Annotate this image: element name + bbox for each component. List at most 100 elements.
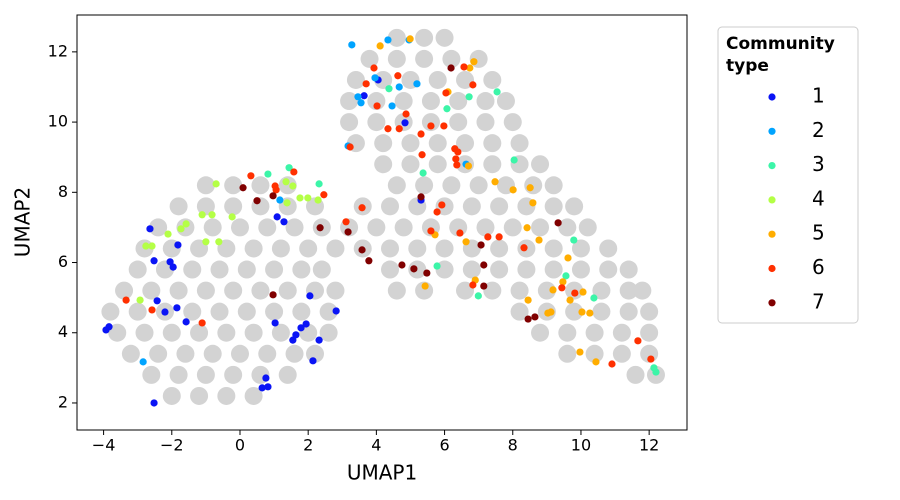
point [285, 164, 293, 172]
point [314, 196, 322, 204]
background-point [271, 323, 290, 342]
legend-marker [768, 230, 776, 238]
background-point [278, 365, 297, 384]
point [370, 64, 378, 72]
point [198, 319, 206, 327]
point [535, 236, 543, 244]
point [579, 288, 587, 296]
point [524, 315, 532, 323]
background-point [435, 239, 454, 258]
background-point [196, 365, 215, 384]
background-point [640, 302, 659, 321]
legend-label: 2 [812, 118, 825, 142]
point [164, 230, 172, 238]
background-point [428, 134, 447, 153]
background-point [128, 302, 147, 321]
background-point [524, 176, 543, 195]
background-point [183, 302, 202, 321]
background-point [196, 176, 215, 195]
point [464, 162, 473, 170]
background-point [142, 281, 161, 300]
point [433, 262, 441, 270]
background-point [224, 281, 243, 300]
y-tick-label: 10 [48, 112, 68, 131]
point [395, 83, 403, 91]
background-point [183, 260, 202, 279]
point [477, 241, 485, 249]
background-point [558, 323, 577, 342]
background-point [531, 155, 550, 174]
background-point [387, 49, 406, 68]
background-point [476, 92, 495, 111]
background-point [456, 134, 475, 153]
background-point [381, 239, 400, 258]
background-point [244, 386, 263, 405]
background-point [449, 113, 468, 132]
background-point [449, 92, 468, 111]
point [373, 102, 381, 110]
background-point [128, 260, 147, 279]
background-point [387, 176, 406, 195]
point [418, 151, 426, 159]
legend-marker [768, 264, 776, 273]
background-point [510, 134, 529, 153]
background-point [244, 239, 263, 258]
legend-label: 4 [812, 186, 825, 210]
point [608, 360, 616, 368]
background-point [285, 218, 304, 237]
background-point [135, 323, 154, 342]
point [177, 225, 185, 233]
point [495, 233, 503, 241]
background-point [633, 281, 652, 300]
point [526, 184, 534, 192]
point [466, 64, 474, 72]
background-point [544, 197, 563, 216]
background-point [565, 302, 584, 321]
point [452, 155, 460, 163]
legend-label: 1 [812, 84, 825, 108]
background-point [394, 218, 413, 237]
point [309, 357, 317, 365]
background-point [483, 134, 502, 153]
point [590, 294, 598, 302]
background-point [544, 260, 563, 279]
point [394, 72, 402, 80]
background-point [251, 281, 270, 300]
background-point [558, 344, 577, 363]
y-tick-label: 2 [58, 392, 68, 411]
point [427, 122, 435, 130]
x-tick-label: 4 [371, 436, 381, 455]
background-point [619, 281, 638, 300]
point [342, 218, 350, 226]
point [433, 208, 441, 216]
y-tick-label: 12 [48, 41, 68, 60]
background-point [428, 70, 447, 89]
background-point [190, 323, 209, 342]
background-point [224, 176, 243, 195]
background-point [626, 365, 645, 384]
point [469, 281, 477, 289]
background-point [237, 302, 256, 321]
point [554, 219, 562, 227]
point [454, 148, 462, 156]
background-point [374, 134, 393, 153]
background-point [544, 176, 563, 195]
point [384, 125, 392, 133]
background-point [503, 218, 522, 237]
background-point [401, 155, 420, 174]
legend-marker [768, 162, 776, 170]
background-point [258, 218, 277, 237]
background-point [367, 218, 386, 237]
point [442, 89, 450, 97]
point [576, 348, 584, 356]
background-point [537, 281, 556, 300]
background-point [162, 386, 181, 405]
background-point [162, 323, 181, 342]
background-point [462, 260, 481, 279]
legend-label: 3 [812, 152, 825, 176]
background-point [251, 176, 270, 195]
point [558, 284, 566, 292]
point [269, 192, 277, 200]
point [315, 336, 323, 344]
point [297, 324, 305, 332]
